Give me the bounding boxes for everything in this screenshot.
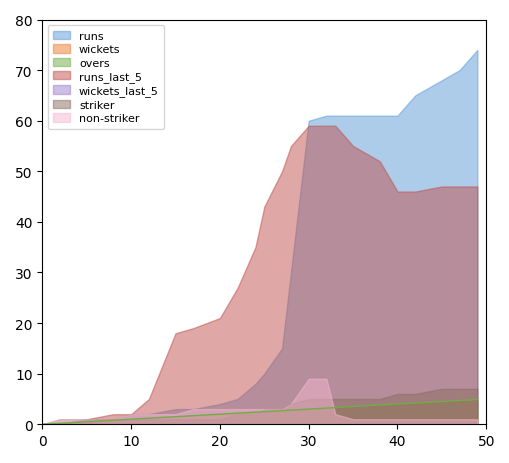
Legend: runs, wickets, overs, runs_last_5, wickets_last_5, striker, non-striker: runs, wickets, overs, runs_last_5, wicke… xyxy=(48,26,164,130)
